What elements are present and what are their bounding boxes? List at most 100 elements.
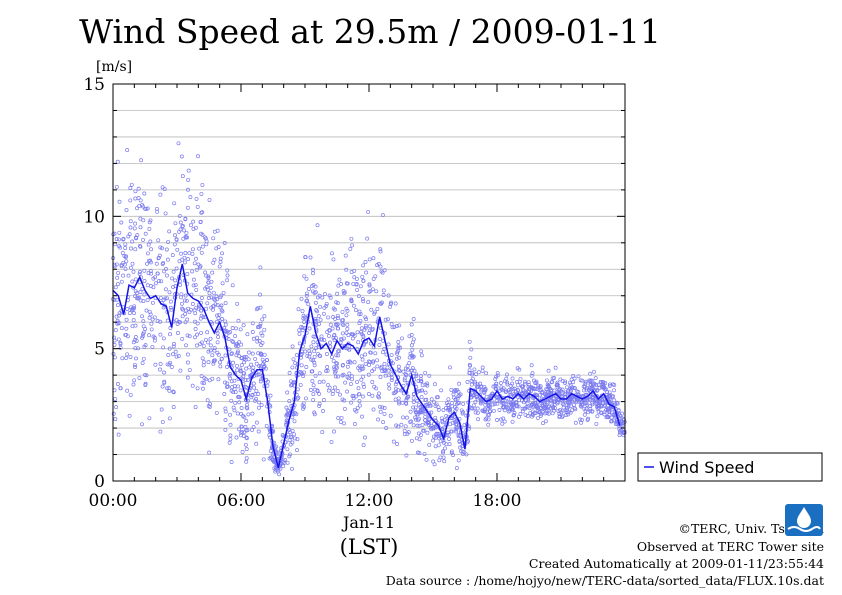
data-point [402, 378, 407, 383]
data-point [336, 374, 340, 379]
data-point [588, 406, 593, 411]
data-point [355, 287, 360, 292]
data-point [345, 389, 350, 394]
data-point [151, 276, 156, 281]
data-point [325, 365, 330, 369]
data-point [173, 233, 177, 238]
data-point [121, 273, 126, 278]
data-point [123, 255, 128, 260]
data-point [205, 330, 210, 335]
data-point [113, 328, 118, 333]
data-point [488, 405, 493, 410]
x-axis-label: (LST) [340, 535, 399, 559]
data-point [216, 335, 221, 339]
data-point [536, 415, 540, 420]
data-point [125, 388, 130, 393]
data-point [174, 237, 179, 242]
data-point [182, 228, 186, 233]
data-point [244, 419, 249, 423]
data-point [170, 253, 175, 258]
data-point [228, 412, 232, 417]
data-point [155, 209, 160, 214]
data-point [342, 421, 346, 426]
data-point [352, 407, 357, 412]
data-point [250, 411, 255, 416]
data-point [297, 341, 302, 346]
data-point [183, 260, 187, 265]
data-point [305, 354, 310, 358]
data-point [193, 319, 197, 324]
data-point [529, 363, 534, 368]
data-point [304, 299, 309, 303]
data-point [356, 293, 361, 298]
data-point [378, 264, 383, 269]
data-point [505, 372, 509, 377]
data-point [149, 247, 154, 252]
data-point [251, 425, 256, 430]
data-point [157, 253, 162, 258]
data-point [491, 402, 496, 407]
data-point [166, 239, 171, 244]
data-point [158, 429, 163, 434]
data-point [216, 352, 221, 357]
data-point [332, 370, 337, 375]
data-point [241, 414, 245, 418]
data-point [260, 357, 265, 362]
data-point [355, 330, 360, 335]
data-point [436, 407, 441, 412]
data-point [257, 339, 262, 343]
data-point [360, 357, 365, 362]
data-point [145, 283, 150, 288]
data-point [367, 289, 372, 294]
data-point [345, 308, 350, 313]
data-point [254, 420, 259, 425]
data-point [131, 269, 136, 274]
data-point [160, 185, 165, 190]
data-point [166, 353, 171, 357]
data-point [446, 432, 451, 437]
data-point [580, 378, 585, 383]
data-point [510, 386, 515, 391]
data-point [393, 397, 398, 402]
data-point [364, 317, 369, 322]
data-point [258, 363, 263, 368]
data-point [187, 367, 192, 372]
data-point [190, 247, 195, 252]
data-point [612, 388, 616, 393]
data-point [376, 391, 381, 396]
data-point [310, 267, 315, 272]
data-point [295, 448, 299, 453]
data-point [344, 330, 349, 335]
data-point [574, 400, 579, 405]
data-point [163, 296, 168, 301]
data-point [137, 271, 142, 276]
data-point [285, 390, 290, 395]
x-tick-label: 06:00 [217, 491, 266, 511]
data-point [417, 423, 422, 428]
data-point [299, 363, 304, 368]
data-point [199, 191, 204, 196]
data-point [292, 432, 297, 437]
data-point [502, 419, 507, 424]
data-point [299, 296, 304, 301]
data-point [468, 355, 473, 360]
data-point [237, 427, 241, 432]
data-point [141, 299, 146, 304]
data-point [173, 349, 178, 354]
data-point [419, 395, 424, 400]
data-point [198, 341, 203, 346]
data-point [360, 394, 365, 399]
data-point [116, 282, 120, 287]
data-point [113, 285, 118, 290]
data-point [158, 192, 163, 197]
data-point [454, 429, 458, 434]
data-point [350, 243, 355, 248]
data-point [228, 433, 233, 438]
data-point [599, 384, 604, 389]
data-point [474, 372, 479, 377]
data-point [302, 370, 306, 375]
data-point [229, 460, 234, 464]
data-point [147, 315, 152, 320]
data-point [457, 381, 462, 386]
data-point [374, 289, 379, 294]
